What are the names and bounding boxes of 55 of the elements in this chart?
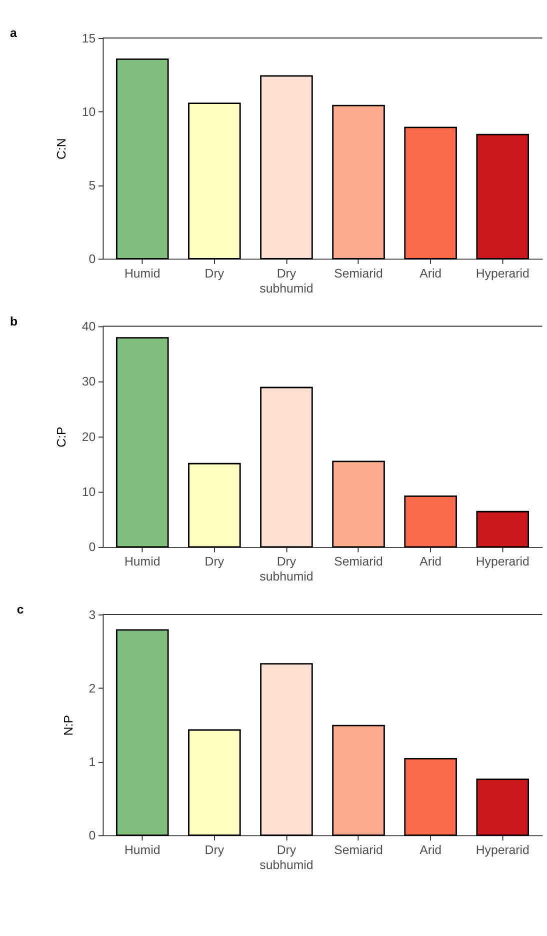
bar [476,778,530,836]
y-tick-label: 0 [88,540,96,554]
x-tick-label: Dry subhumid [260,842,314,872]
x-tick-label: Arid [420,554,442,569]
x-tick-label: Arid [420,842,442,857]
x-tick-label: Hyperarid [476,554,530,569]
y-tick-label: 30 [82,374,96,389]
bar [188,729,241,836]
y-axis-title: C:P [54,426,69,448]
y-tick-label: 0 [88,828,96,842]
x-tick-label: Dry subhumid [260,554,314,584]
chart-title: b [10,314,18,328]
chart-title: a [10,26,18,40]
bar [260,386,313,548]
y-tick-label: 2 [88,681,96,696]
bar [260,75,313,260]
x-tick-label: Semiarid [334,554,384,569]
x-tick-label: Dry [204,266,225,280]
bar [332,104,385,260]
x-tick-label: Semiarid [334,842,384,857]
y-tick-label: 20 [82,430,96,444]
x-tick-label: Semiarid [334,266,384,280]
bar [116,337,169,548]
y-tick-label: 10 [82,485,96,500]
bar [260,663,313,836]
y-tick-label: 0 [88,252,96,266]
x-tick-label: Humid [124,842,160,857]
bar [404,495,457,548]
bar [476,510,530,548]
y-tick-label: 1 [88,754,96,769]
bar [332,460,385,548]
y-tick-label: 5 [88,178,96,192]
y-axis-title: C:N [54,138,69,160]
y-tick-label: 40 [82,320,96,334]
bar [332,724,385,836]
x-tick-label: Hyperarid [476,266,530,280]
x-tick-label: Humid [124,266,160,280]
bar [188,462,241,548]
chart-title: c [16,602,24,617]
x-tick-label: Humid [124,554,160,569]
x-tick-label: Dry [204,554,225,569]
bar [404,758,457,836]
x-tick-label: Dry subhumid [260,266,314,296]
bar [404,126,457,260]
bar [476,134,530,260]
bar [188,102,241,260]
y-axis-title: N:P [62,715,76,736]
x-tick-label: Hyperarid [476,842,530,857]
y-tick-label: 3 [88,608,96,622]
bar [116,629,169,836]
bar [116,58,169,260]
x-tick-label: Dry [204,842,225,857]
x-tick-label: Arid [420,266,442,280]
y-tick-label: 15 [82,31,96,46]
y-tick-label: 10 [82,104,96,119]
